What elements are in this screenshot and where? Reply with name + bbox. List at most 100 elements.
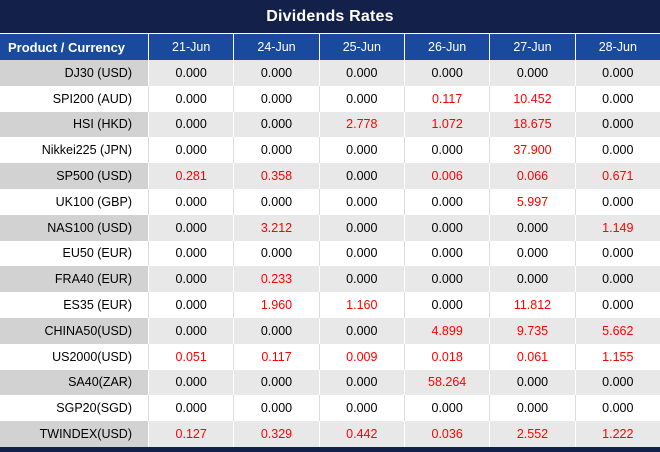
value-cell: 2.552 <box>489 421 575 447</box>
table-row: FRA40 (EUR) 0.000 0.233 0.000 0.000 0.000 0.0… <box>0 266 660 293</box>
value-cell: 0.000 <box>318 395 404 422</box>
table-row: Nikkei225 (JPN) 0.000 0.000 0.000 0.000 37.9… <box>0 137 660 164</box>
value-cell: 0.000 <box>574 188 660 215</box>
value-cell: 0.000 <box>489 266 575 293</box>
value-cell: 0.000 <box>233 395 319 422</box>
value-cell: 0.442 <box>318 421 404 447</box>
value-cell: 0.000 <box>574 85 660 112</box>
value-cell: 0.000 <box>403 214 490 241</box>
value-cell: 0.018 <box>403 343 490 370</box>
product-cell: SP500 (USD) <box>0 163 148 189</box>
value-cell: 37.900 <box>489 137 575 164</box>
product-cell: DJ30 (USD) <box>0 60 148 86</box>
product-cell: CHINA50(USD) <box>0 317 148 344</box>
value-cell: 0.000 <box>489 60 575 86</box>
value-cell: 5.662 <box>574 317 660 344</box>
column-header-date: 21-Jun <box>148 34 233 60</box>
value-cell: 0.000 <box>148 137 234 164</box>
value-cell: 0.000 <box>148 317 234 344</box>
table-row: NAS100 (USD) 0.000 3.212 0.000 0.000 0.000 1.… <box>0 214 660 241</box>
value-cell: 0.000 <box>233 60 319 86</box>
value-cell: 0.127 <box>148 421 234 447</box>
table-header-row: Product / Currency 21-Jun 24-Jun 25-Jun 26-J… <box>0 33 660 60</box>
table-row: EU50 (EUR) 0.000 0.000 0.000 0.000 0.000 0.00… <box>0 240 660 267</box>
value-cell: 0.000 <box>403 292 490 318</box>
value-cell: 0.000 <box>403 395 490 422</box>
value-cell: 0.358 <box>233 163 319 189</box>
value-cell: 0.233 <box>233 266 319 293</box>
table-row: SP500 (USD) 0.281 0.358 0.000 0.006 0.066 0.6… <box>0 163 660 189</box>
value-cell: 1.960 <box>233 292 319 318</box>
table-row: TWINDEX(USD) 0.127 0.329 0.442 0.036 2.552 1.… <box>0 421 660 447</box>
value-cell: 0.000 <box>318 266 404 293</box>
value-cell: 1.160 <box>318 292 404 318</box>
value-cell: 0.000 <box>403 60 490 86</box>
value-cell: 0.000 <box>148 240 234 267</box>
table-row: HSI (HKD) 0.000 0.000 2.778 1.072 18.675 0.00… <box>0 111 660 138</box>
value-cell: 0.000 <box>574 266 660 293</box>
value-cell: 0.000 <box>148 111 234 138</box>
value-cell: 0.000 <box>148 395 234 422</box>
column-header-date: 25-Jun <box>318 34 404 60</box>
value-cell: 0.117 <box>403 85 490 112</box>
value-cell: 0.006 <box>403 163 490 189</box>
table-row: UK100 (GBP) 0.000 0.000 0.000 0.000 5.997 0.0… <box>0 188 660 215</box>
value-cell: 0.117 <box>233 343 319 370</box>
table-row: US2000(USD) 0.051 0.117 0.009 0.018 0.061 1.1… <box>0 343 660 370</box>
value-cell: 0.000 <box>148 214 234 241</box>
value-cell: 0.000 <box>403 266 490 293</box>
column-header-date: 26-Jun <box>403 34 489 60</box>
value-cell: 0.000 <box>233 85 319 112</box>
table-row: SGP20(SGD) 0.000 0.000 0.000 0.000 0.000 0.00… <box>0 395 660 422</box>
value-cell: 1.155 <box>574 343 660 370</box>
value-cell: 0.000 <box>489 395 575 422</box>
value-cell: 0.066 <box>489 163 575 189</box>
value-cell: 0.000 <box>233 317 319 344</box>
value-cell: 0.000 <box>148 292 234 318</box>
column-header-product: Product / Currency <box>8 39 126 55</box>
value-cell: 58.264 <box>403 369 490 396</box>
product-cell: UK100 (GBP) <box>0 188 148 215</box>
value-cell: 0.000 <box>574 292 660 318</box>
product-cell: TWINDEX(USD) <box>0 421 148 447</box>
value-cell: 0.000 <box>574 111 660 138</box>
footer-bar <box>0 447 660 452</box>
value-cell: 0.000 <box>403 188 490 215</box>
value-cell: 0.000 <box>489 240 575 267</box>
value-cell: 0.281 <box>148 163 234 189</box>
product-cell: HSI (HKD) <box>0 111 148 138</box>
value-cell: 0.000 <box>574 240 660 267</box>
value-cell: 11.812 <box>489 292 575 318</box>
value-cell: 3.212 <box>233 214 319 241</box>
value-cell: 0.000 <box>318 137 404 164</box>
value-cell: 0.051 <box>148 343 234 370</box>
value-cell: 0.000 <box>489 214 575 241</box>
product-cell: NAS100 (USD) <box>0 214 148 241</box>
product-cell: US2000(USD) <box>0 343 148 370</box>
table-title: Dividends Rates <box>0 0 660 33</box>
value-cell: 0.329 <box>233 421 319 447</box>
value-cell: 0.000 <box>318 317 404 344</box>
value-cell: 0.000 <box>318 188 404 215</box>
value-cell: 0.000 <box>148 266 234 293</box>
value-cell: 0.000 <box>318 240 404 267</box>
value-cell: 0.000 <box>318 214 404 241</box>
table-row: DJ30 (USD) 0.000 0.000 0.000 0.000 0.000 0.00… <box>0 60 660 86</box>
value-cell: 0.000 <box>318 85 404 112</box>
product-cell: ES35 (EUR) <box>0 292 148 318</box>
product-cell: SPI200 (AUD) <box>0 85 148 112</box>
value-cell: 0.000 <box>574 369 660 396</box>
product-cell: EU50 (EUR) <box>0 240 148 267</box>
value-cell: 0.000 <box>403 240 490 267</box>
table-row: ES35 (EUR) 0.000 1.960 1.160 0.000 11.812 0.0… <box>0 292 660 318</box>
value-cell: 9.735 <box>489 317 575 344</box>
value-cell: 0.000 <box>148 188 234 215</box>
value-cell: 0.000 <box>148 60 234 86</box>
value-cell: 0.000 <box>318 163 404 189</box>
value-cell: 0.000 <box>148 85 234 112</box>
value-cell: 0.000 <box>489 369 575 396</box>
column-header-date: 28-Jun <box>574 34 660 60</box>
value-cell: 5.997 <box>489 188 575 215</box>
value-cell: 0.000 <box>574 137 660 164</box>
